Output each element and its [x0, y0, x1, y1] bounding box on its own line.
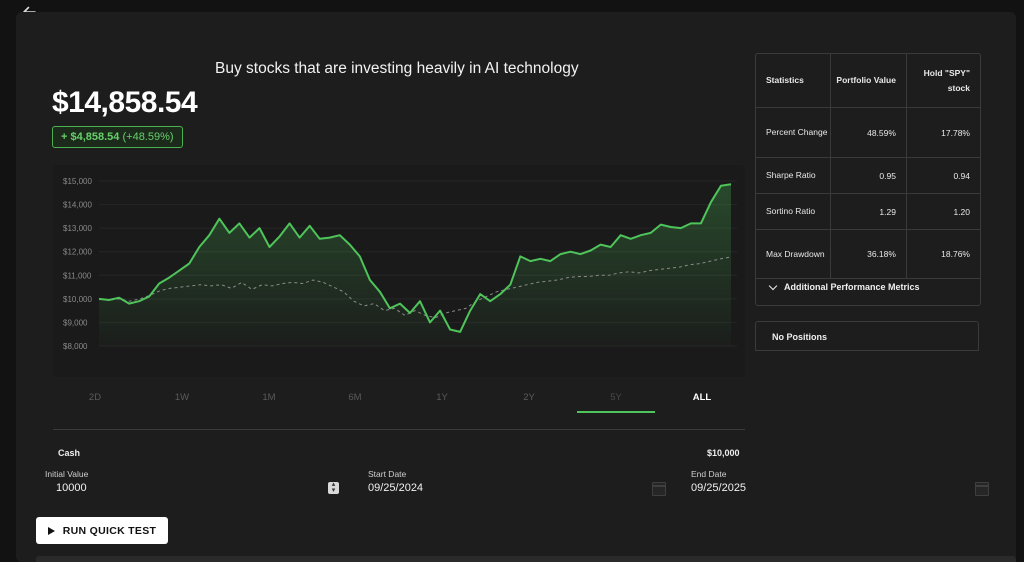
calendar-icon[interactable]	[975, 482, 989, 496]
divider	[53, 429, 745, 430]
y-tick-label: $8,000	[63, 342, 88, 351]
end-date-input[interactable]: 09/25/2025	[681, 480, 991, 498]
positions-panel: No Positions	[755, 321, 979, 351]
cash-value: $10,000	[707, 448, 740, 458]
gain-percent: (+48.59%)	[122, 131, 174, 143]
chart-svg: $15,000 $14,000 $13,000 $12,000 $11,000 $10,0…	[63, 177, 737, 351]
next-section-edge	[36, 556, 1016, 562]
table-row: Sortino Ratio 1.29 1.20	[756, 193, 980, 230]
y-tick-label: $14,000	[63, 201, 92, 210]
y-tick-label: $15,000	[63, 177, 92, 186]
additional-metrics-toggle[interactable]: Additional Performance Metrics	[768, 281, 920, 292]
cash-label: Cash	[58, 448, 81, 458]
play-icon	[47, 526, 55, 535]
y-tick-label: $12,000	[63, 248, 92, 257]
number-stepper-icon[interactable]: ▴ ▾	[328, 481, 339, 494]
start-date-label: Start Date	[368, 469, 407, 479]
period-selector: 2D 1W 1M 6M 1Y 2Y 5Y ALL	[53, 386, 745, 416]
stats-header-spy: Hold "SPY" stock	[906, 54, 980, 108]
period-tab-all[interactable]: ALL	[692, 392, 712, 403]
period-tab-6m[interactable]: 6M	[348, 392, 362, 403]
period-tab-1m[interactable]: 1M	[262, 392, 276, 403]
stat-label: Max Drawdown	[756, 229, 831, 279]
stat-portfolio-value: 1.29	[829, 193, 907, 230]
portfolio-value: $14,858.54	[52, 86, 198, 119]
no-positions-label: No Positions	[772, 332, 828, 342]
run-quick-test-button[interactable]: RUN QUICK TEST	[36, 517, 168, 544]
stat-spy-value: 0.94	[906, 157, 980, 194]
y-tick-label: $13,000	[63, 224, 92, 233]
stat-spy-value: 1.20	[906, 193, 980, 230]
table-row: Max Drawdown 36.18% 18.76%	[756, 229, 980, 279]
calendar-icon[interactable]	[652, 482, 666, 496]
strategy-prompt: Buy stocks that are investing heavily in…	[215, 60, 579, 77]
end-date-label: End Date	[691, 469, 727, 479]
stats-header-statistics: Statistics	[756, 54, 831, 108]
table-row: Percent Change 48.59% 17.78%	[756, 107, 980, 158]
stat-portfolio-value: 48.59%	[829, 107, 907, 158]
stat-portfolio-value: 0.95	[829, 157, 907, 194]
y-tick-label: $11,000	[63, 271, 92, 280]
gain-badge: + $4,858.54 (+48.59%)	[52, 126, 183, 148]
start-date-text: 09/25/2024	[368, 482, 424, 494]
spy-benchmark-line	[98, 256, 732, 319]
initial-value-label: Initial Value	[45, 469, 89, 479]
table-row: Sharpe Ratio 0.95 0.94	[756, 157, 980, 194]
run-button-label: RUN QUICK TEST	[62, 524, 157, 537]
y-tick-label: $9,000	[63, 318, 88, 327]
stat-label: Sharpe Ratio	[756, 157, 831, 194]
stat-portfolio-value: 36.18%	[829, 229, 907, 279]
end-date-text: 09/25/2025	[691, 482, 747, 494]
gain-amount: + $4,858.54	[61, 131, 120, 143]
statistics-table: Statistics Portfolio Value Hold "SPY" st…	[755, 53, 981, 306]
stat-spy-value: 18.76%	[906, 229, 980, 279]
additional-metrics-label: Additional Performance Metrics	[784, 282, 920, 292]
initial-value-input[interactable]: 10000	[45, 480, 345, 498]
stat-label: Sortino Ratio	[756, 193, 831, 230]
stat-label: Percent Change	[756, 107, 831, 158]
chevron-down-icon	[768, 281, 778, 290]
period-tab-5y[interactable]: 5Y	[577, 386, 655, 413]
period-tab-2d[interactable]: 2D	[88, 392, 102, 403]
stats-header-portfolio: Portfolio Value	[829, 54, 907, 108]
initial-value-text: 10000	[56, 482, 87, 494]
portfolio-area	[99, 184, 731, 346]
period-tab-1y[interactable]: 1Y	[436, 392, 448, 403]
stat-spy-value: 17.78%	[906, 107, 980, 158]
portfolio-line	[98, 183, 732, 333]
y-tick-label: $10,000	[63, 295, 92, 304]
period-tab-1w[interactable]: 1W	[174, 392, 190, 403]
start-date-input[interactable]: 09/25/2024	[358, 480, 668, 498]
performance-chart: $15,000 $14,000 $13,000 $12,000 $11,000 $10,0…	[53, 165, 745, 377]
period-tab-2y[interactable]: 2Y	[523, 392, 535, 403]
